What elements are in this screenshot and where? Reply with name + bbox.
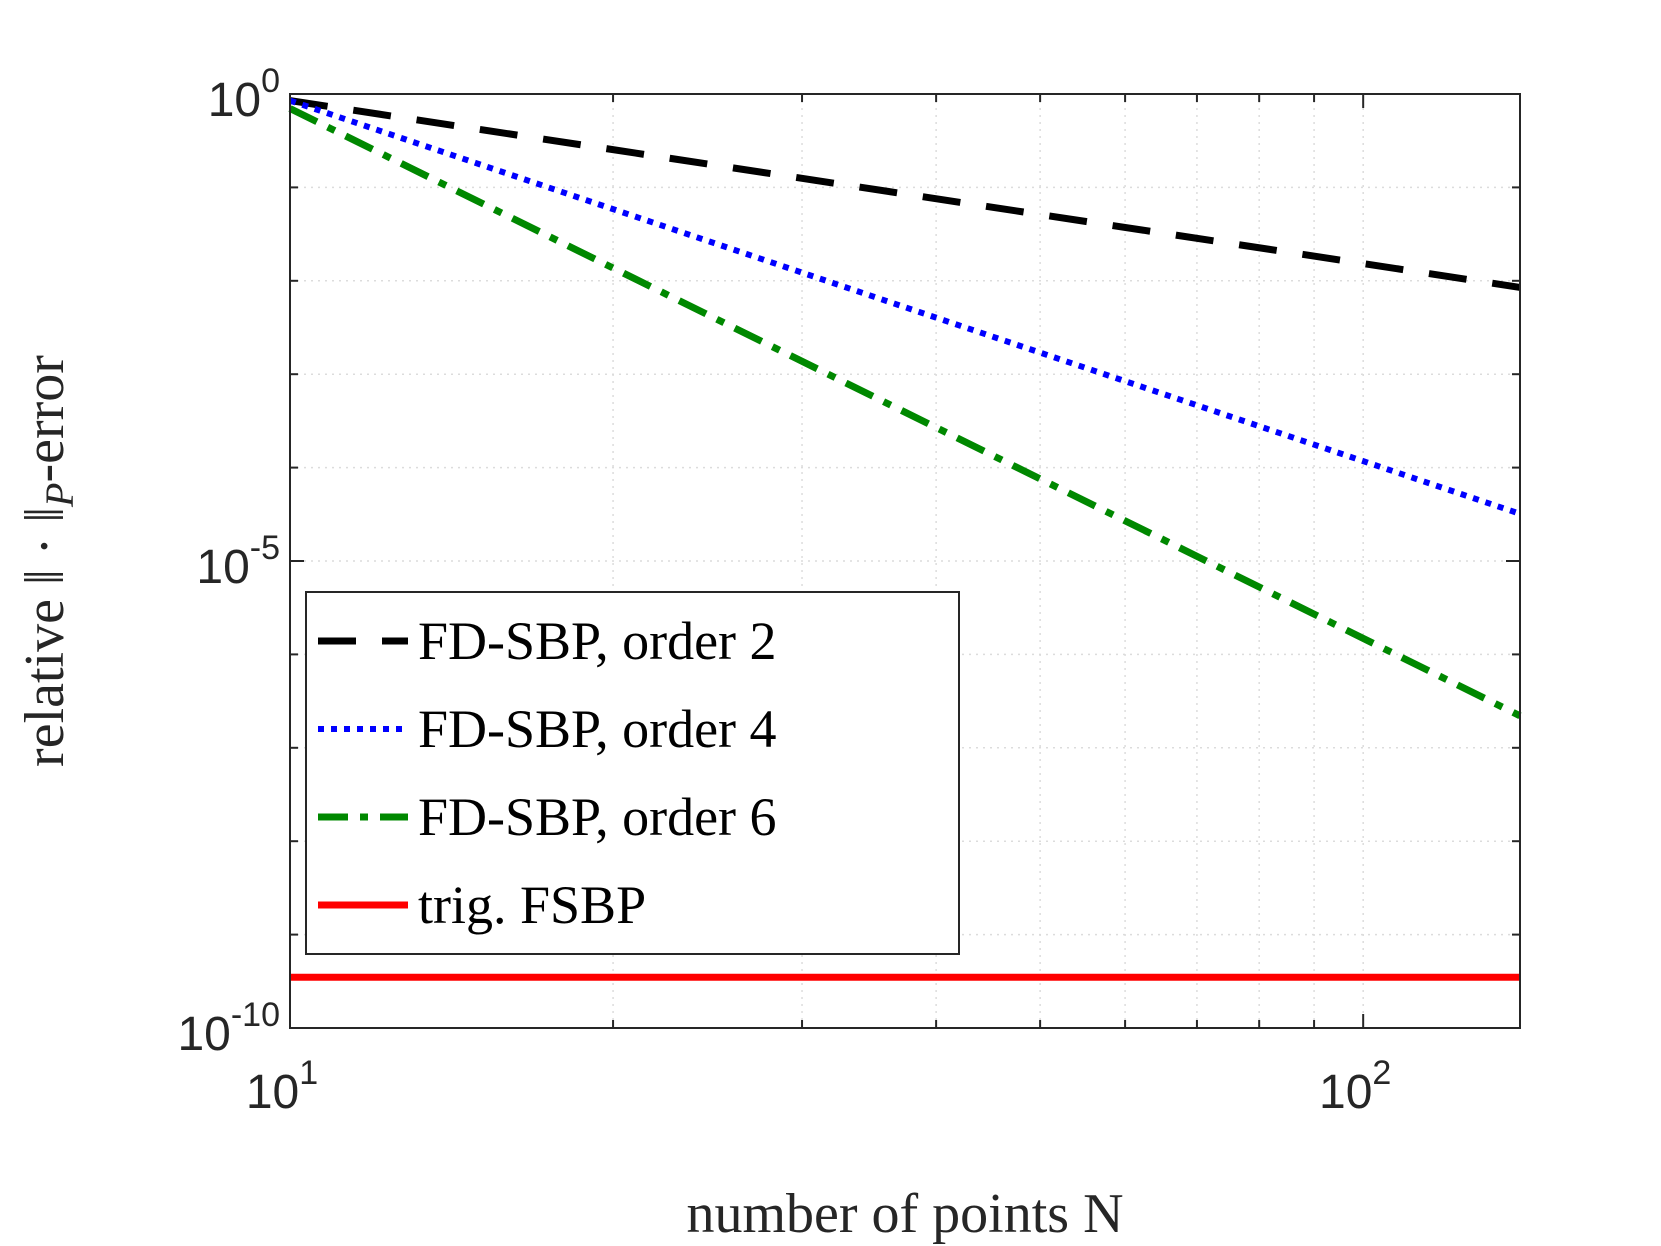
y-tick-label: 10-5: [196, 529, 280, 594]
legend-label-2: FD-SBP, order 4: [418, 699, 777, 759]
y-axis-label-sub: P: [37, 483, 82, 508]
series-line-3: [288, 105, 1522, 719]
x-tick-label-exponent: 2: [1372, 1054, 1391, 1092]
y-axis-label: relative ‖ · ‖P-error: [14, 355, 82, 767]
y-tick-label-exponent: -10: [231, 996, 280, 1034]
legend-label-1: FD-SBP, order 2: [418, 611, 777, 671]
series-line-2: [289, 97, 1521, 517]
series-lines: [288, 97, 1522, 981]
y-tick-label: 10-10: [177, 996, 280, 1061]
x-tick-label-base: 10: [1319, 1066, 1372, 1119]
x-tick-label-exponent: 1: [299, 1054, 318, 1092]
y-tick-label-base: 10: [196, 541, 249, 594]
x-tick-label: 102: [1319, 1054, 1391, 1119]
x-axis-label-text: number of points N: [686, 1183, 1123, 1245]
y-tick-label-base: 10: [208, 74, 261, 127]
y-tick-label-base: 10: [177, 1008, 230, 1061]
x-axis-label: number of points N: [686, 1183, 1123, 1245]
y-axis-label-suffix: -error: [14, 355, 76, 483]
x-tick-label: 101: [246, 1054, 318, 1119]
legend-box: [305, 591, 960, 955]
y-tick-label-exponent: -5: [250, 529, 280, 567]
legend-label-3: FD-SBP, order 6: [418, 787, 777, 847]
y-axis-label-norm: ‖ · ‖: [14, 507, 76, 585]
y-tick-label: 100: [208, 62, 280, 127]
legend: FD-SBP, order 2 FD-SBP, order 4 FD-SBP, or…: [305, 591, 960, 955]
y-tick-label-exponent: 0: [261, 62, 280, 100]
series-line-1: [289, 97, 1521, 291]
y-axis-label-prefix: relative: [14, 585, 76, 767]
legend-label-4: trig. FSBP: [418, 875, 646, 935]
x-tick-label-base: 10: [246, 1066, 299, 1119]
